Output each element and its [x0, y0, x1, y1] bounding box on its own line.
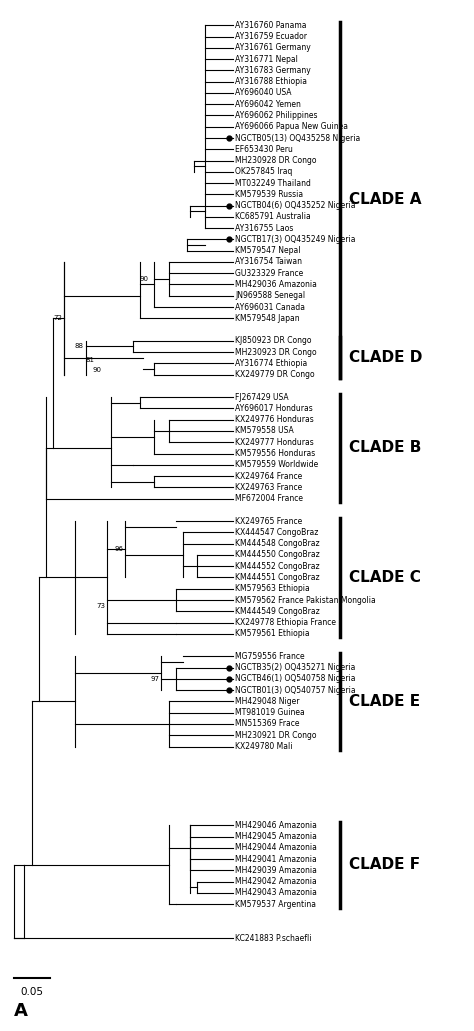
Text: 0.05: 0.05 [20, 987, 43, 997]
Text: KX249776 Honduras: KX249776 Honduras [235, 415, 314, 424]
Text: KM579561 Ethiopia: KM579561 Ethiopia [235, 629, 310, 638]
Text: NGCTB17(3) OQ435249 Nigeria: NGCTB17(3) OQ435249 Nigeria [235, 235, 356, 244]
Text: MT981019 Guinea: MT981019 Guinea [235, 708, 305, 718]
Text: MH429044 Amazonia: MH429044 Amazonia [235, 843, 317, 853]
Text: KM444549 CongoBraz: KM444549 CongoBraz [235, 607, 320, 616]
Text: KM579539 Russia: KM579539 Russia [235, 190, 303, 199]
Text: FJ267429 USA: FJ267429 USA [235, 393, 289, 402]
Text: AY316754 Taiwan: AY316754 Taiwan [235, 258, 302, 266]
Text: KM444548 CongoBraz: KM444548 CongoBraz [235, 539, 320, 548]
Text: 90: 90 [93, 367, 102, 373]
Text: NGCTB46(1) OQ540758 Nigeria: NGCTB46(1) OQ540758 Nigeria [235, 674, 356, 684]
Text: CLADE A: CLADE A [349, 193, 421, 207]
Text: KM579558 USA: KM579558 USA [235, 427, 294, 435]
Text: AY696031 Canada: AY696031 Canada [235, 302, 305, 311]
Text: EF653430 Peru: EF653430 Peru [235, 144, 293, 154]
Text: CLADE F: CLADE F [349, 858, 420, 872]
Text: KX249777 Honduras: KX249777 Honduras [235, 438, 314, 446]
Text: AY696066 Papua New Guinea: AY696066 Papua New Guinea [235, 123, 348, 131]
Text: KM444552 CongoBraz: KM444552 CongoBraz [235, 562, 320, 571]
Text: MH230928 DR Congo: MH230928 DR Congo [235, 156, 317, 165]
Text: AY316759 Ecuador: AY316759 Ecuador [235, 32, 307, 41]
Text: KM579548 Japan: KM579548 Japan [235, 313, 300, 323]
Text: KX249763 France: KX249763 France [235, 483, 302, 492]
Text: MT032249 Thailand: MT032249 Thailand [235, 178, 311, 188]
Text: KM579562 France Pakistan Mongolia: KM579562 France Pakistan Mongolia [235, 596, 376, 604]
Text: JN969588 Senegal: JN969588 Senegal [235, 292, 305, 300]
Text: MH429041 Amazonia: MH429041 Amazonia [235, 855, 317, 864]
Text: KX249780 Mali: KX249780 Mali [235, 742, 293, 751]
Text: AY316788 Ethiopia: AY316788 Ethiopia [235, 77, 307, 87]
Text: KX249778 Ethiopia France: KX249778 Ethiopia France [235, 618, 336, 627]
Text: MF672004 France: MF672004 France [235, 494, 303, 503]
Text: AY316771 Nepal: AY316771 Nepal [235, 55, 298, 64]
Text: MN515369 Frace: MN515369 Frace [235, 720, 300, 729]
Text: KM579537 Argentina: KM579537 Argentina [235, 900, 316, 908]
Text: CLADE C: CLADE C [349, 570, 420, 585]
Text: 96: 96 [115, 546, 124, 553]
Text: MH429043 Amazonia: MH429043 Amazonia [235, 889, 317, 898]
Text: A: A [14, 1002, 27, 1021]
Text: MH429039 Amazonia: MH429039 Amazonia [235, 866, 317, 875]
Text: CLADE D: CLADE D [349, 351, 422, 365]
Text: AY696062 Philippines: AY696062 Philippines [235, 111, 318, 120]
Text: KX249779 DR Congo: KX249779 DR Congo [235, 370, 315, 379]
Text: KX249764 France: KX249764 France [235, 471, 302, 480]
Text: KJ850923 DR Congo: KJ850923 DR Congo [235, 336, 312, 345]
Text: MH429046 Amazonia: MH429046 Amazonia [235, 821, 317, 830]
Text: AY696040 USA: AY696040 USA [235, 89, 292, 97]
Text: MH429048 Niger: MH429048 Niger [235, 697, 300, 706]
Text: MH429036 Amazonia: MH429036 Amazonia [235, 280, 317, 289]
Text: 90: 90 [140, 276, 149, 281]
Text: GU323329 France: GU323329 France [235, 269, 303, 277]
Text: 97: 97 [151, 676, 160, 681]
Text: AY316783 Germany: AY316783 Germany [235, 66, 311, 75]
Text: MG759556 France: MG759556 France [235, 652, 305, 661]
Text: KM579556 Honduras: KM579556 Honduras [235, 450, 316, 458]
Text: 81: 81 [86, 357, 95, 363]
Text: KM444550 CongoBraz: KM444550 CongoBraz [235, 551, 320, 560]
Text: KC241883 P.schaefli: KC241883 P.schaefli [235, 934, 312, 942]
Text: AY316755 Laos: AY316755 Laos [235, 224, 293, 233]
Text: KM579563 Ethiopia: KM579563 Ethiopia [235, 585, 310, 593]
Text: KM444551 CongoBraz: KM444551 CongoBraz [235, 573, 320, 581]
Text: MH230923 DR Congo: MH230923 DR Congo [235, 347, 317, 357]
Text: OK257845 Iraq: OK257845 Iraq [235, 167, 292, 176]
Text: NGCTB35(2) OQ435271 Nigeria: NGCTB35(2) OQ435271 Nigeria [235, 663, 356, 672]
Text: AY696042 Yemen: AY696042 Yemen [235, 100, 301, 108]
Text: KM579559 Worldwide: KM579559 Worldwide [235, 460, 319, 469]
Text: 72: 72 [54, 315, 62, 322]
Text: KX249765 France: KX249765 France [235, 517, 302, 526]
Text: 88: 88 [75, 343, 84, 350]
Text: NGCTB01(3) OQ540757 Nigeria: NGCTB01(3) OQ540757 Nigeria [235, 686, 356, 695]
Text: KC685791 Australia: KC685791 Australia [235, 212, 311, 222]
Text: CLADE E: CLADE E [349, 694, 420, 709]
Text: MH230921 DR Congo: MH230921 DR Congo [235, 731, 317, 739]
Text: AY316774 Ethiopia: AY316774 Ethiopia [235, 359, 308, 368]
Text: KM579547 Nepal: KM579547 Nepal [235, 246, 301, 256]
Text: 73: 73 [97, 603, 106, 608]
Text: NGCTB05(13) OQ435258 Nigeria: NGCTB05(13) OQ435258 Nigeria [235, 133, 360, 142]
Text: AY696017 Honduras: AY696017 Honduras [235, 404, 313, 413]
Text: MH429045 Amazonia: MH429045 Amazonia [235, 832, 317, 841]
Text: NGCTB04(6) OQ435252 Nigeria: NGCTB04(6) OQ435252 Nigeria [235, 201, 356, 210]
Text: AY316760 Panama: AY316760 Panama [235, 21, 307, 30]
Text: MH429042 Amazonia: MH429042 Amazonia [235, 877, 317, 887]
Text: CLADE B: CLADE B [349, 440, 421, 456]
Text: AY316761 Germany: AY316761 Germany [235, 43, 311, 53]
Text: KX444547 CongoBraz: KX444547 CongoBraz [235, 528, 319, 537]
